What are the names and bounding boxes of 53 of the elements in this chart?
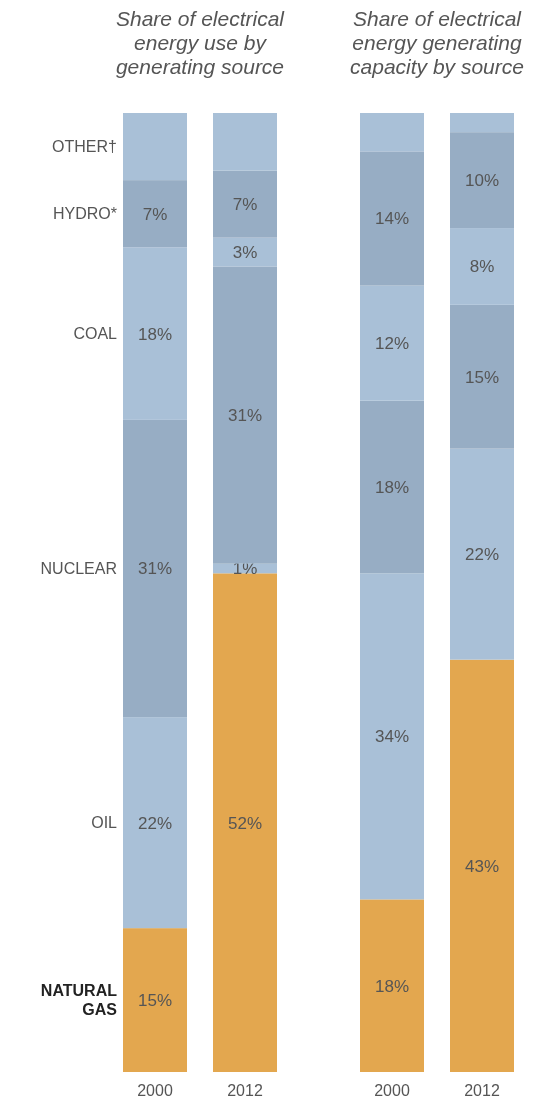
bar: [450, 228, 514, 305]
data-label: 52%: [227, 813, 263, 833]
series-label: COAL: [73, 325, 118, 343]
bar: [123, 419, 187, 718]
data-label: 15%: [464, 367, 500, 387]
bar: [213, 266, 277, 564]
bar: [123, 717, 187, 929]
bar: [213, 113, 277, 171]
data-label: 15%: [137, 991, 173, 1011]
data-label: 22%: [137, 813, 173, 833]
bar: [450, 113, 514, 133]
series-label: NUCLEAR: [40, 560, 117, 578]
bar: [213, 573, 277, 1072]
x-tick-label: 2000: [374, 1082, 410, 1099]
bar: [123, 247, 187, 420]
data-label: 14%: [374, 209, 410, 229]
bar: [360, 151, 424, 286]
data-label: 43%: [464, 856, 500, 876]
data-label: 8%: [469, 257, 495, 277]
series-label: OIL: [91, 814, 118, 832]
series-label: NATURAL GAS: [40, 982, 118, 1018]
series-label: OTHER†: [52, 138, 117, 156]
bar: [123, 928, 187, 1072]
data-label: 10%: [464, 171, 500, 191]
series-label: HYDRO*: [52, 205, 117, 223]
data-label: 7%: [232, 195, 258, 215]
data-label: 3%: [232, 243, 258, 263]
bar: [123, 113, 187, 181]
bar: [450, 304, 514, 449]
data-label: 31%: [137, 559, 173, 579]
bar: [450, 448, 514, 660]
data-label: 18%: [137, 324, 173, 344]
data-label: 18%: [374, 976, 410, 996]
data-label: 7%: [142, 204, 168, 224]
bar: [360, 400, 424, 574]
data-label: 18%: [374, 477, 410, 497]
bar: [360, 285, 424, 401]
data-label: 34%: [374, 727, 410, 747]
x-tick-label: 2012: [464, 1082, 500, 1099]
chart-title: Share of electrical energy generating capacity by source: [350, 7, 524, 79]
bar: [450, 132, 514, 229]
bar: [450, 659, 514, 1072]
bar: [360, 113, 424, 152]
x-tick-label: 2012: [227, 1082, 263, 1099]
bar: [360, 573, 424, 900]
bar: [123, 180, 187, 248]
x-tick-label: 2000: [137, 1082, 173, 1099]
chart-title: Share of electrical energy use by generating source: [115, 7, 286, 79]
data-label: 12%: [374, 334, 410, 354]
data-label: 31%: [227, 406, 263, 426]
bar: [213, 170, 277, 238]
data-label: 22%: [464, 545, 500, 565]
bar: [360, 899, 424, 1072]
